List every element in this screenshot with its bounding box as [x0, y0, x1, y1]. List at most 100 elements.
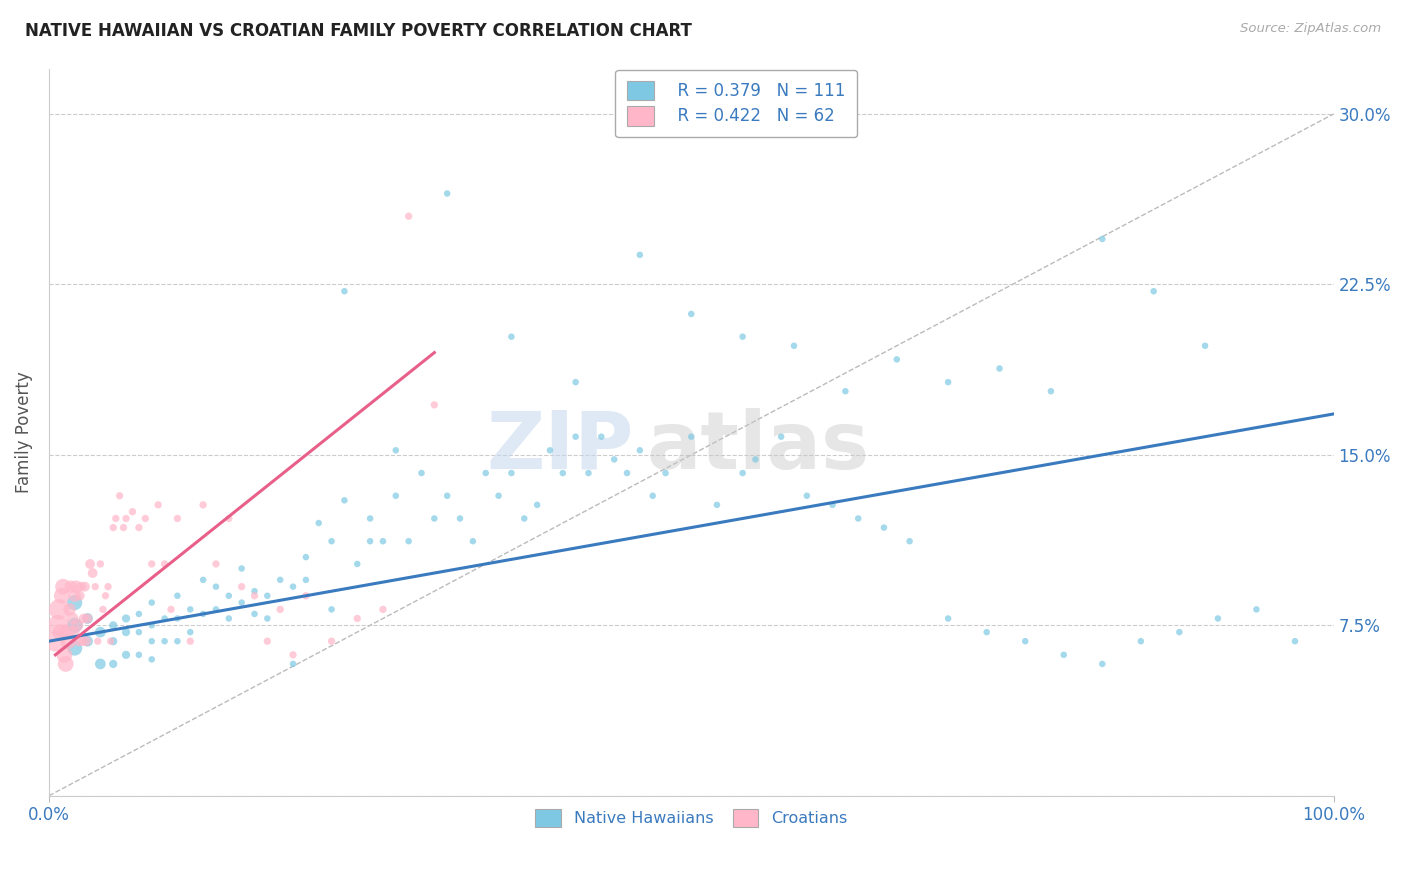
Point [281, 657, 304, 671]
Point [115, 611, 138, 625]
Point [115, 648, 138, 662]
Point [513, 511, 536, 525]
Point [744, 452, 766, 467]
Point [628, 248, 651, 262]
Point [115, 511, 138, 525]
Point [153, 634, 176, 648]
Point [166, 511, 188, 525]
Text: ZIP: ZIP [486, 408, 634, 485]
Point [94, 589, 117, 603]
Point [796, 489, 818, 503]
Point [243, 584, 266, 599]
Point [134, 511, 156, 525]
Point [69, 589, 91, 603]
Point [63, 640, 86, 655]
Point [461, 534, 484, 549]
Point [63, 596, 86, 610]
Point [141, 596, 163, 610]
Legend: Native Hawaiians, Croatians: Native Hawaiians, Croatians [527, 801, 855, 835]
Point [103, 634, 125, 648]
Text: Source: ZipAtlas.com: Source: ZipAtlas.com [1240, 22, 1381, 36]
Point [359, 534, 381, 549]
Point [66, 618, 89, 632]
Point [256, 589, 278, 603]
Point [501, 329, 523, 343]
Point [886, 352, 908, 367]
Point [333, 493, 356, 508]
Point [128, 520, 150, 534]
Point [166, 589, 188, 603]
Point [76, 611, 98, 625]
Point [295, 573, 318, 587]
Point [564, 430, 586, 444]
Point [76, 634, 98, 648]
Point [179, 602, 201, 616]
Text: NATIVE HAWAIIAN VS CROATIAN FAMILY POVERTY CORRELATION CHART: NATIVE HAWAIIAN VS CROATIAN FAMILY POVER… [25, 22, 692, 40]
Point [526, 498, 548, 512]
Point [834, 384, 856, 399]
Point [62, 625, 84, 640]
Point [411, 466, 433, 480]
Point [128, 648, 150, 662]
Point [988, 361, 1011, 376]
Point [72, 611, 94, 625]
Point [100, 634, 122, 648]
Point [121, 505, 143, 519]
Point [564, 375, 586, 389]
Point [281, 580, 304, 594]
Point [59, 580, 82, 594]
Point [76, 611, 98, 625]
Point [371, 534, 394, 549]
Point [48, 602, 70, 616]
Point [108, 489, 131, 503]
Point [65, 580, 87, 594]
Point [321, 634, 343, 648]
Point [218, 589, 240, 603]
Point [75, 634, 97, 648]
Point [1129, 634, 1152, 648]
Point [191, 498, 214, 512]
Point [936, 611, 959, 625]
Point [82, 566, 104, 580]
Point [1091, 657, 1114, 671]
Point [616, 466, 638, 480]
Point [501, 466, 523, 480]
Point [321, 602, 343, 616]
Point [1053, 648, 1076, 662]
Point [97, 580, 120, 594]
Point [976, 625, 998, 640]
Point [44, 634, 66, 648]
Point [423, 511, 446, 525]
Point [1206, 611, 1229, 625]
Point [141, 557, 163, 571]
Point [153, 611, 176, 625]
Point [385, 489, 408, 503]
Point [256, 611, 278, 625]
Point [60, 611, 83, 625]
Point [681, 307, 703, 321]
Point [1194, 339, 1216, 353]
Point [191, 607, 214, 621]
Point [243, 589, 266, 603]
Point [308, 516, 330, 530]
Point [58, 634, 80, 648]
Point [205, 602, 228, 616]
Point [385, 443, 408, 458]
Point [295, 589, 318, 603]
Point [218, 611, 240, 625]
Point [538, 443, 561, 458]
Point [578, 466, 600, 480]
Point [359, 511, 381, 525]
Point [63, 618, 86, 632]
Point [269, 602, 291, 616]
Point [166, 611, 188, 625]
Point [681, 430, 703, 444]
Point [706, 498, 728, 512]
Point [333, 284, 356, 298]
Point [936, 375, 959, 389]
Point [269, 573, 291, 587]
Point [346, 611, 368, 625]
Point [79, 557, 101, 571]
Point [770, 430, 793, 444]
Point [231, 561, 253, 575]
